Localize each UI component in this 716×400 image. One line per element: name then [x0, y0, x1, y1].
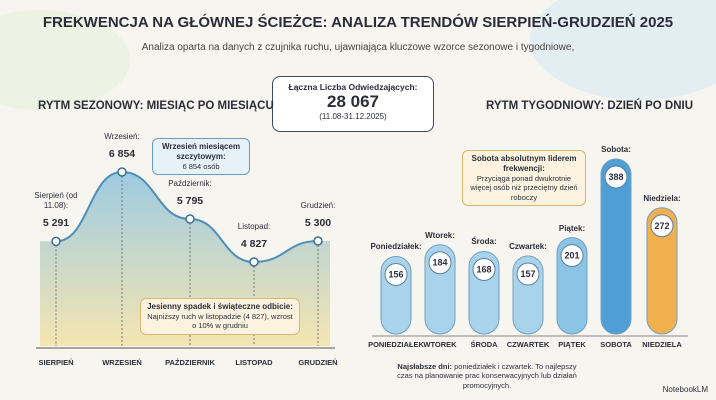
annotation: Jesienny spadek i świąteczne odbicie: Naj…	[140, 298, 300, 335]
point	[51, 236, 61, 247]
bar	[646, 207, 678, 335]
annotation: Sobota absolutnym liderem frekwencji: Prz…	[462, 150, 586, 207]
value-label: 184	[432, 258, 447, 268]
value-badge	[472, 257, 496, 281]
point-label: Czwartek:	[509, 242, 547, 252]
value-label: 5 795	[176, 195, 204, 208]
point	[185, 214, 195, 224]
x-tick-label: WRZESIEŃ	[102, 358, 142, 367]
x-tick-label: GRUDZIEŃ	[298, 358, 338, 367]
annotation: Wrzesień miesiącem szczytowym: 6 854 osób	[152, 138, 250, 176]
point	[313, 236, 323, 246]
point-label: Październik:	[168, 179, 212, 189]
total-label: Łączna Liczba Odwiedzających:	[288, 82, 418, 92]
value-label: 5 291	[42, 217, 70, 230]
value-badge	[516, 262, 540, 286]
x-tick-label: WTOREK	[423, 340, 457, 349]
decor-blob	[0, 10, 130, 110]
x-tick-label: ŚRODA	[470, 340, 498, 349]
annotation-title: Sobota absolutnym liderem frekwencji:	[471, 154, 577, 173]
point-label: Piątek:	[558, 223, 586, 233]
x-tick-label: SIERPIEŃ	[38, 358, 74, 367]
point-label: Listopad:	[237, 222, 271, 231]
value-label: 5 300	[304, 216, 332, 229]
point-label: Sobota:	[601, 145, 631, 155]
annotation-text: Najniższy ruch w listopadzie (4 827), wz…	[147, 312, 293, 331]
value-badge	[604, 165, 628, 189]
value-badge	[560, 244, 584, 268]
value-label: 6 854	[108, 148, 136, 160]
value-badge	[384, 262, 408, 286]
x-tick-label: PONIEDZIAŁEK	[368, 340, 424, 349]
point-label: Poniedziałek:	[370, 242, 422, 252]
section-title: RYTM TYGODNIOWY: DZIEŃ PO DNIU	[486, 100, 693, 112]
title: FREKWENCJA NA GŁÓWNEJ ŚCIEŻCE: ANALIZA T…	[42, 14, 674, 31]
value-badge	[428, 251, 452, 275]
point-label: Wrzesień:	[104, 132, 140, 141]
x-tick-label: LISTOPAD	[235, 358, 273, 367]
annotation-text: Przyciąga ponad dwukrotnie więcej osób n…	[470, 174, 578, 202]
x-tick-label: SOBOTA	[600, 340, 632, 349]
section-title: RYTM SEZONOWY: MIESIĄC PO MIESIĄCU	[38, 100, 274, 112]
x-tick-label: CZWARTEK	[506, 340, 550, 349]
footer-title: Najsłabsze dni:	[397, 362, 453, 371]
total-value: 28 067	[327, 92, 379, 111]
total-period: (11.08-31.12.2025)	[319, 112, 387, 121]
bar	[600, 158, 632, 335]
point-label: Wtorek:	[425, 230, 455, 240]
value-label: 201	[564, 251, 579, 261]
value-label: 157	[520, 269, 535, 279]
point	[249, 257, 259, 267]
point	[117, 167, 127, 177]
point-label: Grudzień:	[300, 200, 336, 210]
total-box: Łączna Liczba Odwiedzających: 28 067 (11…	[272, 76, 434, 132]
value-label: 168	[476, 264, 491, 274]
point-label: Środa:	[471, 237, 497, 247]
value-badge	[650, 214, 674, 238]
point-label: Niedziela:	[643, 193, 681, 203]
value-label: 156	[388, 269, 403, 279]
value-label: 4 827	[240, 238, 268, 250]
x-tick-label: PIĄTEK	[558, 340, 586, 349]
value-label: 388	[608, 172, 623, 182]
x-tick-label: NIEDZIELA	[642, 340, 682, 349]
footer-note: Najsłabsze dni: poniedziałek i czwartek.…	[392, 362, 582, 390]
subtitle: Analiza oparta na danych z czujnika ruch…	[141, 42, 575, 53]
brand: NotebookLM	[662, 385, 708, 394]
annotation-title: Jesienny spadek i świąteczne odbicie:	[147, 302, 293, 311]
point-label: Sierpień (od 11.08):	[34, 191, 78, 210]
x-tick-label: PAŹDZIERNIK	[165, 358, 215, 367]
annotation-text: 6 854 osób	[182, 162, 220, 171]
decor-blob	[530, 0, 716, 100]
annotation-title: Wrzesień miesiącem szczytowym:	[161, 142, 241, 161]
value-label: 272	[654, 221, 669, 231]
footer-text: poniedziałek i czwartek. To najlepszy cz…	[397, 362, 577, 390]
